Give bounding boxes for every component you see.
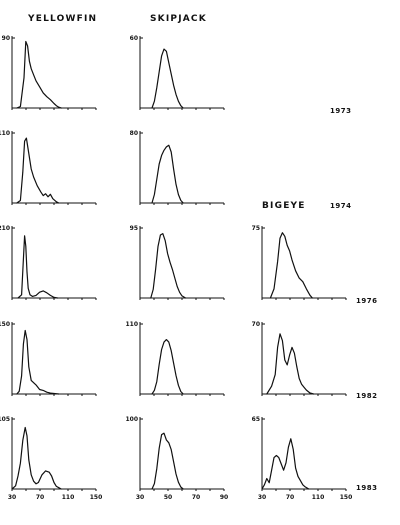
- ymax-label-bigeye-1983: 65: [252, 416, 260, 423]
- panel-yellowfin-1974: 110: [0, 130, 97, 205]
- x-tick-label-yellowfin: 30: [8, 494, 16, 501]
- panel-bigeye-1976: 75: [252, 225, 347, 300]
- x-tick-label-bigeye: 70: [286, 494, 294, 501]
- ymax-label-yellowfin-1983: 105: [0, 416, 10, 423]
- year-label-1976: 1976: [356, 297, 377, 305]
- freq-curve-yellowfin-1983: [11, 426, 62, 490]
- ymax-label-skipjack-1976: 95: [130, 225, 138, 232]
- year-label-1974: 1974: [330, 202, 351, 210]
- x-tick-label-yellowfin: 70: [36, 494, 44, 501]
- freq-curve-yellowfin-1974: [16, 137, 60, 204]
- freq-curve-skipjack-1974: [151, 144, 184, 204]
- ymax-label-yellowfin-1974: 110: [0, 130, 10, 137]
- panel-yellowfin-1973: 90: [2, 35, 97, 110]
- ymax-label-skipjack-1973: 60: [130, 35, 138, 42]
- freq-curve-bigeye-1983: [261, 438, 310, 490]
- year-label-1982: 1982: [356, 392, 377, 400]
- freq-curve-bigeye-1982: [266, 333, 315, 395]
- x-tick-label-bigeye: 110: [312, 494, 325, 501]
- ymax-label-yellowfin-1976: 210: [0, 225, 10, 232]
- freq-curve-yellowfin-1976: [17, 235, 59, 299]
- freq-curve-skipjack-1976: [150, 233, 187, 299]
- panel-skipjack-1976: 95: [130, 225, 225, 300]
- header-yellowfin: YELLOWFIN: [27, 14, 97, 24]
- axes-bigeye-1983: [261, 417, 346, 490]
- ymax-label-yellowfin-1982: 150: [0, 321, 10, 328]
- header-bigeye: BIGEYE: [262, 201, 306, 211]
- freq-curve-yellowfin-1973: [16, 40, 62, 109]
- axes-skipjack-1983: [139, 417, 224, 490]
- panel-skipjack-1974: 80: [130, 130, 225, 205]
- x-tick-label-skipjack: 50: [164, 494, 172, 501]
- ymax-label-bigeye-1982: 70: [252, 321, 260, 328]
- axes-skipjack-1974: [139, 131, 224, 204]
- freq-curve-skipjack-1983: [151, 432, 184, 490]
- panels-layer: 90 60 110 80 210 95 75 150 110 70 105 100 65 30 70 110 1…: [0, 35, 352, 501]
- x-tick-label-bigeye: 30: [258, 494, 266, 501]
- ymax-label-yellowfin-1973: 90: [2, 35, 10, 42]
- panel-skipjack-1983: 100: [125, 416, 225, 491]
- panel-yellowfin-1983: 105: [0, 416, 97, 491]
- ymax-label-skipjack-1983: 100: [125, 416, 138, 423]
- panel-bigeye-1982: 70: [252, 321, 347, 396]
- x-tick-label-skipjack: 90: [220, 494, 228, 501]
- panel-bigeye-1983: 65: [252, 416, 347, 491]
- year-label-1973: 1973: [330, 107, 351, 115]
- ymax-label-skipjack-1974: 80: [130, 130, 138, 137]
- panel-skipjack-1973: 60: [130, 35, 225, 110]
- x-tick-label-bigeye: 150: [340, 494, 353, 501]
- freq-curve-skipjack-1982: [151, 339, 184, 395]
- panel-skipjack-1982: 110: [125, 321, 225, 396]
- axes-skipjack-1976: [139, 226, 224, 299]
- panel-yellowfin-1976: 210: [0, 225, 97, 300]
- x-tick-label-yellowfin: 110: [62, 494, 75, 501]
- axes-skipjack-1982: [139, 322, 224, 395]
- x-tick-label-skipjack: 30: [136, 494, 144, 501]
- header-skipjack: SKIPJACK: [150, 14, 207, 24]
- axes-skipjack-1973: [139, 36, 224, 109]
- freq-curve-yellowfin-1982: [16, 329, 60, 395]
- axes-bigeye-1982: [261, 322, 346, 395]
- freq-curve-skipjack-1973: [151, 48, 184, 109]
- freq-curve-bigeye-1976: [269, 232, 313, 299]
- ymax-label-skipjack-1982: 110: [125, 321, 138, 328]
- x-tick-label-yellowfin: 150: [90, 494, 103, 501]
- x-tick-label-skipjack: 70: [192, 494, 200, 501]
- ymax-label-bigeye-1976: 75: [252, 225, 260, 232]
- panel-yellowfin-1982: 150: [0, 321, 97, 396]
- year-label-1983: 1983: [356, 484, 377, 492]
